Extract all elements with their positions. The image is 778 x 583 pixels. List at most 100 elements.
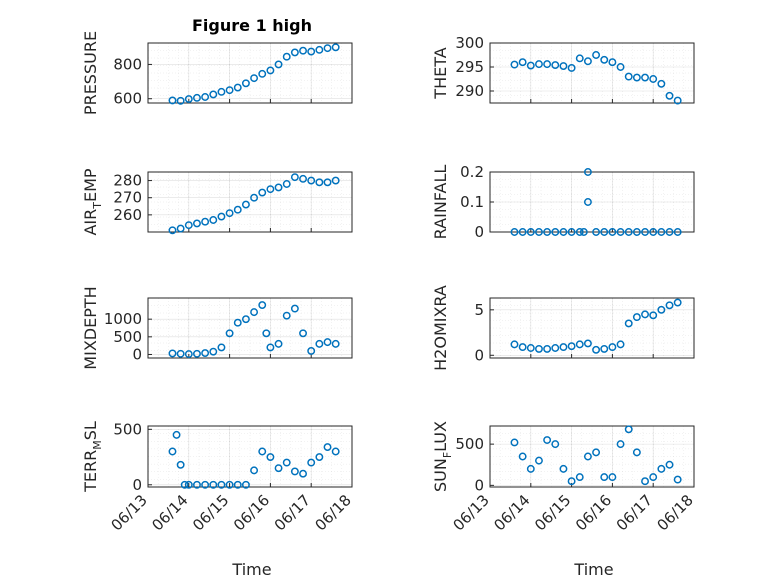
data-point (282, 52, 291, 61)
data-point (535, 228, 543, 236)
data-point (225, 329, 234, 338)
series-markers (510, 168, 682, 236)
data-point (551, 440, 560, 449)
data-point (241, 79, 250, 88)
series-markers (510, 51, 682, 105)
data-point (673, 96, 682, 105)
data-point (657, 79, 666, 88)
data-point (526, 228, 535, 236)
data-point (184, 480, 193, 489)
data-point (299, 174, 307, 183)
y-tick-label: 290 (455, 82, 484, 100)
data-point (233, 480, 242, 489)
y-tick-label: 300 (455, 34, 484, 52)
y-axis-label-main: THETA (431, 47, 450, 99)
data-point (551, 61, 560, 70)
y-axis-label-subscript: T (91, 202, 104, 210)
y-axis-label: AIRTEMP (81, 168, 104, 235)
data-point (543, 436, 552, 444)
y-tick-label: 0 (132, 345, 142, 363)
data-point (315, 178, 324, 187)
data-point (201, 93, 210, 101)
plot-area (489, 425, 695, 488)
data-point (307, 176, 316, 185)
data-point (510, 438, 519, 447)
data-point (323, 178, 332, 187)
data-point (168, 349, 177, 358)
data-point (307, 47, 316, 56)
series-markers (168, 301, 340, 359)
data-point (579, 228, 588, 236)
x-axis-label-left: Time (231, 560, 271, 579)
data-point (608, 343, 617, 352)
y-tick-label: 500 (455, 435, 484, 453)
data-point (649, 473, 658, 482)
subplot-2: 290 295 300 THETA (431, 34, 695, 105)
data-point (575, 228, 584, 236)
data-point (616, 228, 625, 236)
y-tick-label: 0.2 (460, 163, 484, 181)
data-point (657, 228, 666, 236)
y-axis-label: RAINFALL (431, 165, 450, 240)
data-point (315, 339, 324, 348)
y-axis-label-main: H2OMIXRA (431, 285, 450, 371)
y-tick-label: 260 (113, 206, 142, 224)
data-point (307, 346, 316, 355)
data-point (665, 228, 674, 236)
data-point (282, 458, 291, 467)
subplot-1: 600 800 PRESSURE (81, 31, 353, 115)
data-point (583, 198, 592, 206)
data-point (331, 176, 340, 185)
data-point (518, 228, 527, 236)
data-point (551, 228, 560, 236)
y-tick-label: 0 (474, 476, 484, 494)
data-point (543, 60, 552, 69)
data-point (241, 315, 250, 324)
data-point (209, 216, 218, 224)
y-axis-label-tail: EMP (81, 168, 100, 202)
y-axis-label: PRESSURE (81, 31, 100, 115)
data-point (624, 319, 633, 328)
data-point (649, 228, 658, 236)
data-point (258, 301, 267, 310)
data-point (176, 460, 185, 469)
plot-area (147, 171, 353, 233)
data-point (535, 456, 543, 465)
data-point (624, 425, 633, 434)
data-point (632, 228, 641, 236)
data-point (567, 64, 576, 72)
y-axis-label: MIXDEPTH (81, 286, 100, 369)
data-point (526, 61, 535, 70)
data-point (274, 60, 283, 69)
data-point (176, 96, 185, 105)
y-tick-label: 0.1 (460, 193, 484, 211)
data-point (600, 55, 609, 64)
y-tick-label: 280 (113, 172, 142, 190)
data-point (641, 228, 649, 236)
series-markers (510, 298, 682, 354)
data-point (608, 58, 617, 67)
y-tick-label: 1000 (104, 310, 142, 328)
data-point (641, 73, 649, 82)
data-point (657, 464, 666, 473)
data-point (209, 480, 218, 489)
data-point (184, 95, 193, 104)
data-point (649, 311, 658, 320)
y-axis-label-main: SUN (431, 458, 450, 492)
y-tick-label: 0 (474, 346, 484, 364)
data-point (290, 467, 299, 476)
data-point (649, 75, 658, 83)
data-point (193, 480, 201, 489)
data-point (559, 62, 568, 70)
y-axis-label-subscript: M (91, 440, 104, 450)
data-point (217, 87, 226, 96)
y-tick-label: 0 (132, 476, 142, 494)
subplot-8: 06/1306/1406/1506/1606/1706/180500SUNFLU… (431, 421, 697, 534)
data-point (266, 66, 275, 75)
data-point (616, 440, 625, 449)
data-point (233, 83, 242, 92)
data-point (331, 43, 340, 52)
data-point (665, 301, 674, 310)
